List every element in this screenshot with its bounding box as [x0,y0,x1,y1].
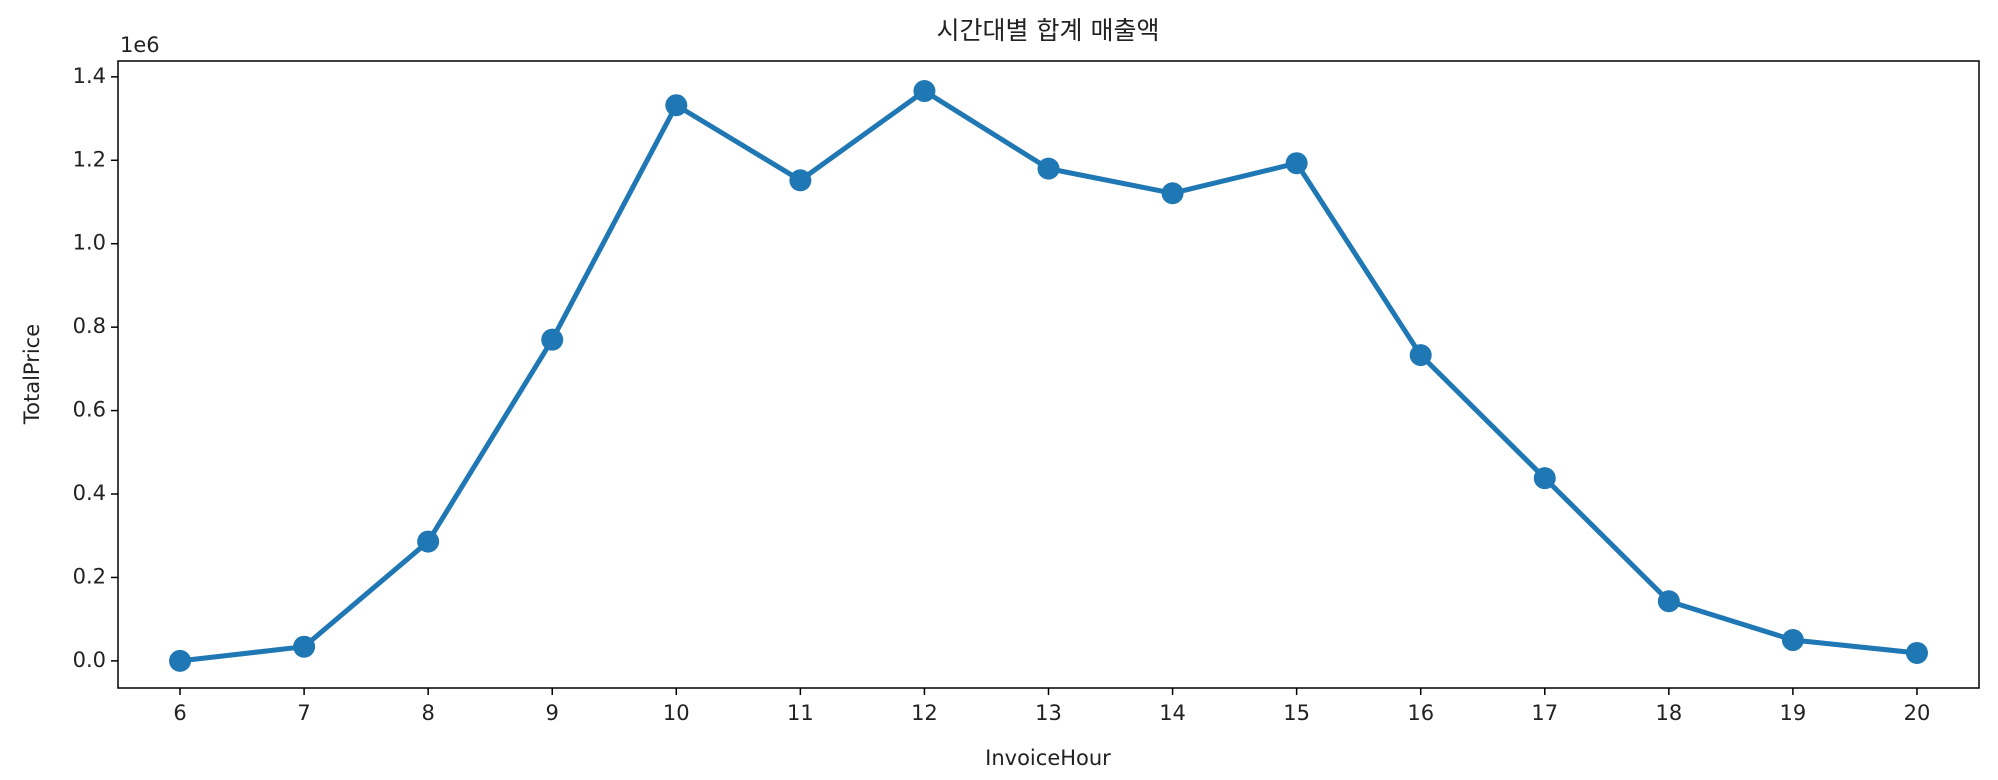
x-tick-label: 17 [1531,701,1558,725]
y-tick-label: 0.4 [73,481,106,505]
x-tick-label: 11 [787,701,814,725]
x-tick-label: 19 [1780,701,1807,725]
x-tick-label: 20 [1904,701,1931,725]
data-point [913,80,936,103]
data-point [665,94,688,117]
x-tick-label: 18 [1655,701,1682,725]
chart-title: 시간대별 합계 매출액 [937,16,1160,45]
x-axis-label: InvoiceHour [985,746,1111,770]
data-point [1409,344,1432,367]
x-tick-label: 14 [1159,701,1186,725]
x-tick-label: 13 [1035,701,1062,725]
y-tick-label: 1.4 [73,64,106,88]
x-tick-label: 10 [663,701,690,725]
data-point [1285,152,1308,175]
y-axis-label: TotalPrice [20,324,44,425]
y-tick-label: 1.2 [73,147,106,171]
x-tick-label: 15 [1283,701,1310,725]
x-tick-label: 7 [297,701,310,725]
y-tick-label: 0.0 [73,648,106,672]
y-tick-label: 0.2 [73,564,106,588]
x-tick-label: 8 [421,701,434,725]
data-point [1161,182,1184,205]
x-tick-label: 9 [546,701,559,725]
x-tick-label: 16 [1407,701,1434,725]
data-point [541,328,564,351]
data-point [1533,467,1556,490]
data-point [1781,629,1804,652]
data-point [1657,590,1680,613]
y-tick-label: 0.6 [73,398,106,422]
x-tick-label: 6 [173,701,186,725]
plot-frame [117,60,1980,689]
y-tick-label: 0.8 [73,314,106,338]
data-point [417,530,440,553]
y-offset-label: 1e6 [120,33,160,57]
x-tick-label: 12 [911,701,938,725]
data-point [1905,641,1928,664]
data-point [169,649,192,672]
data-point [1037,157,1060,180]
data-point [789,169,812,192]
data-point [293,635,316,658]
y-tick-label: 1.0 [73,231,106,255]
